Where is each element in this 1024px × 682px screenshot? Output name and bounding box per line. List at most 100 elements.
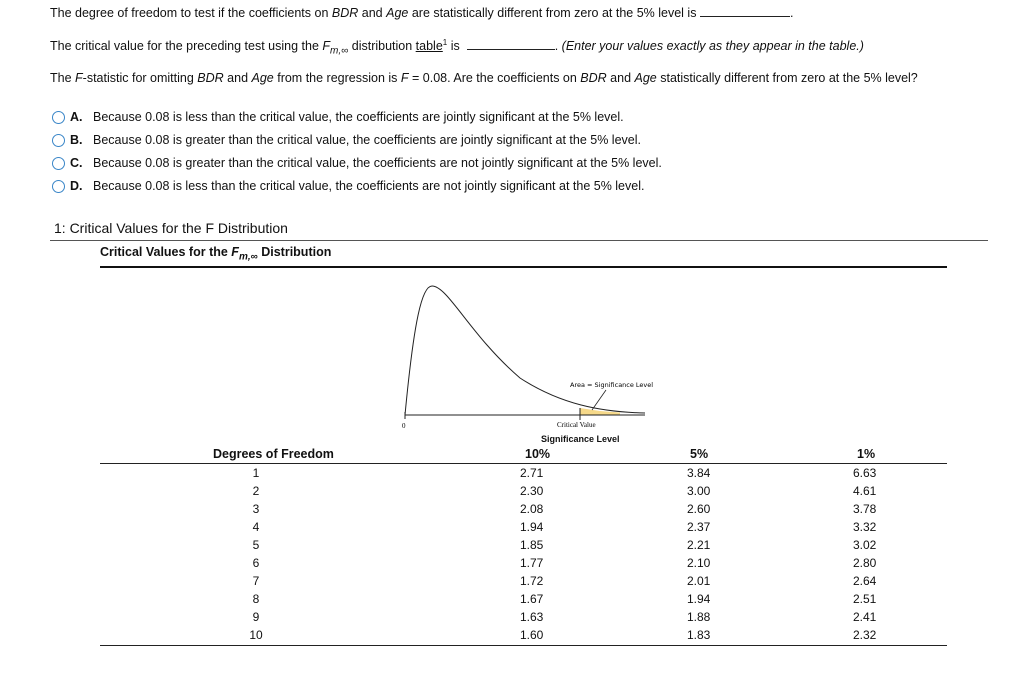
- origin-label: 0: [402, 422, 406, 430]
- radio-button[interactable]: [52, 111, 65, 124]
- table-cell: 2.80: [853, 556, 877, 570]
- text: and: [223, 71, 252, 85]
- table-cell: 2.08: [520, 502, 544, 516]
- table-cell: 4: [252, 520, 260, 534]
- text: F: [322, 39, 331, 53]
- radio-button[interactable]: [52, 157, 65, 170]
- option-text: Because 0.08 is less than the critical v…: [93, 110, 624, 124]
- table-cell: 3.02: [853, 538, 877, 552]
- group-header: Significance Level: [541, 434, 620, 444]
- text: and: [358, 6, 387, 20]
- table-cell: 5: [252, 538, 260, 552]
- answer-blank[interactable]: [466, 37, 555, 50]
- shaded-area: [580, 408, 620, 415]
- text: Critical Values for the: [100, 245, 232, 259]
- section-title: 1: Critical Values for the F Distributio…: [54, 220, 288, 236]
- table-cell: 1.77: [520, 556, 544, 570]
- table-cell: 1.67: [520, 592, 544, 606]
- option-letter: C.: [70, 156, 83, 170]
- text: 1: [442, 37, 448, 47]
- table-cell: 1.60: [520, 628, 544, 642]
- table-cell: 2.30: [520, 484, 544, 498]
- text: Age: [386, 6, 409, 20]
- table-cell: 2.32: [853, 628, 877, 642]
- text: BDR: [580, 71, 607, 85]
- table-caption: Critical Values for the Fm,∞ Distributio…: [100, 245, 331, 263]
- column-header: Degrees of Freedom: [213, 447, 334, 461]
- text: .: [789, 6, 794, 20]
- table-cell: 8: [252, 592, 260, 606]
- text: The: [50, 71, 76, 85]
- table-cell: 4.61: [853, 484, 877, 498]
- table-cell: 2.60: [687, 502, 711, 516]
- table-cell: 1.83: [687, 628, 711, 642]
- option-letter: B.: [70, 133, 83, 147]
- option-letter: A.: [70, 110, 83, 124]
- pointer: [591, 389, 607, 411]
- option-text: Because 0.08 is less than the critical v…: [93, 179, 645, 193]
- text: The degree of freedom to test if the coe…: [50, 6, 332, 20]
- table-cell: 1.88: [687, 610, 711, 624]
- text: is: [447, 39, 460, 53]
- table-cell: 2.71: [520, 466, 544, 480]
- rule: [100, 463, 947, 464]
- question-3: The F-statistic for omitting BDR and Age…: [50, 71, 918, 85]
- text: = 0.08. Are the coefficients on: [408, 71, 581, 85]
- radio-button[interactable]: [52, 134, 65, 147]
- radio-button[interactable]: [52, 180, 65, 193]
- critical-label: Critical Value: [557, 421, 596, 429]
- table-cell: 3: [252, 502, 260, 516]
- text: are statistically different from zero at…: [408, 6, 697, 20]
- rule: [50, 240, 988, 241]
- text: m,∞: [330, 45, 349, 57]
- table-cell: 2.01: [687, 574, 711, 588]
- table-cell: 7: [252, 574, 260, 588]
- text: Age: [251, 71, 274, 85]
- density-curve: [404, 285, 646, 416]
- text: Age: [634, 71, 657, 85]
- table-cell: 1.63: [520, 610, 544, 624]
- rule: [100, 266, 947, 268]
- link[interactable]: table: [415, 39, 443, 53]
- text: m,∞: [238, 251, 258, 263]
- table-cell: 1: [252, 466, 260, 480]
- question-1: The degree of freedom to test if the coe…: [50, 4, 793, 20]
- rule: [100, 645, 947, 646]
- option-text: Because 0.08 is greater than the critica…: [93, 133, 641, 147]
- text: The critical value for the preceding tes…: [50, 39, 323, 53]
- text: F: [231, 245, 239, 259]
- text: -statistic for omitting: [82, 71, 198, 85]
- note: (Enter your values exactly as they appea…: [561, 39, 864, 53]
- text: and: [606, 71, 635, 85]
- answer-blank[interactable]: [699, 4, 790, 17]
- table-cell: 2: [252, 484, 260, 498]
- table-cell: 6.63: [853, 466, 877, 480]
- table-cell: 3.32: [853, 520, 877, 534]
- question-2: The critical value for the preceding tes…: [50, 37, 864, 57]
- table-cell: 2.10: [687, 556, 711, 570]
- text: F: [75, 71, 83, 85]
- table-cell: 1.72: [520, 574, 544, 588]
- table-cell: 9: [252, 610, 260, 624]
- area-label: Area = Significance Level: [570, 381, 653, 389]
- text: F: [400, 71, 409, 85]
- option-letter: D.: [70, 179, 83, 193]
- table-cell: 1.94: [520, 520, 544, 534]
- column-header: 1%: [857, 447, 876, 461]
- text: .: [554, 39, 559, 53]
- table-cell: 2.64: [853, 574, 877, 588]
- text: Distribution: [257, 245, 332, 259]
- table-cell: 3.84: [687, 466, 711, 480]
- text: from the regression is: [273, 71, 401, 85]
- option-text: Because 0.08 is greater than the critica…: [93, 156, 662, 170]
- table-cell: 1.94: [687, 592, 711, 606]
- text: BDR: [197, 71, 224, 85]
- table-cell: 10: [249, 628, 263, 642]
- text: statistically different from zero at the…: [656, 71, 918, 85]
- text: BDR: [331, 6, 359, 20]
- table-cell: 3.00: [687, 484, 711, 498]
- table-cell: 3.78: [853, 502, 877, 516]
- text: distribution: [348, 39, 416, 53]
- table-cell: 2.51: [853, 592, 877, 606]
